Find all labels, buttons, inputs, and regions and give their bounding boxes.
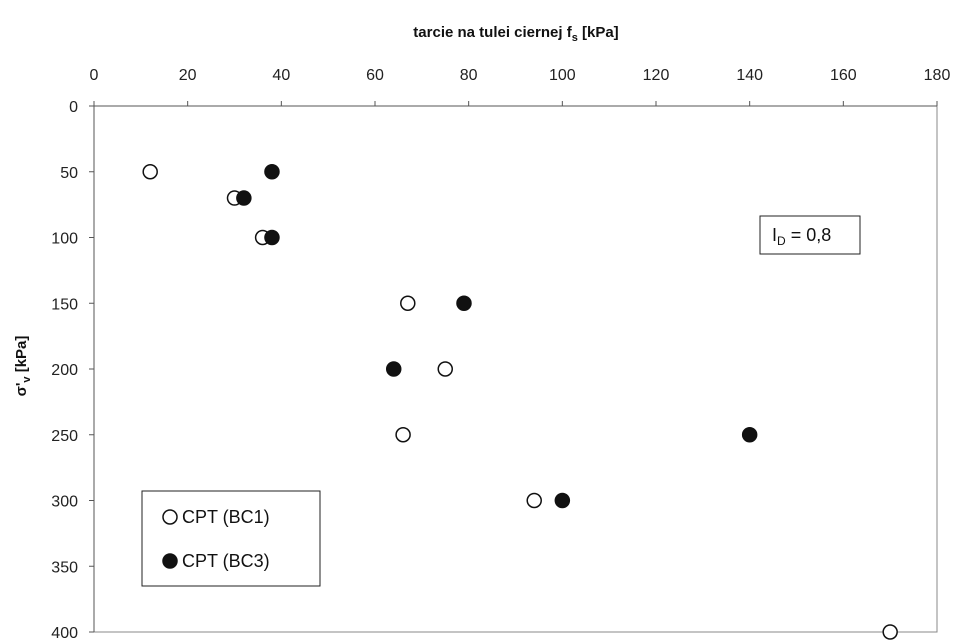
x-axis-title: tarcie na tulei ciernej fs [kPa] <box>413 24 618 44</box>
data-point-bc1 <box>882 624 898 640</box>
x-tick-label: 160 <box>830 67 857 84</box>
x-tick-label: 120 <box>643 67 670 84</box>
data-point-bc1 <box>400 295 416 311</box>
y-tick-label: 400 <box>51 625 78 641</box>
data-point-bc1 <box>395 427 411 443</box>
x-tick-label: 40 <box>272 67 290 84</box>
annotation-text: ID = 0,8 <box>772 225 831 248</box>
y-tick-label: 50 <box>60 165 78 182</box>
y-axis-title: σ'v [kPa] <box>13 336 33 397</box>
y-tick-label: 0 <box>69 99 78 116</box>
x-tick-label: 80 <box>460 67 478 84</box>
legend-label-bc3: CPT (BC3) <box>182 551 270 571</box>
x-tick-label: 0 <box>90 67 99 84</box>
data-point-bc3 <box>385 361 402 377</box>
data-point-bc3 <box>554 492 571 509</box>
y-ticks: 0 50 100 150 200 250 300 350 400 <box>51 99 94 641</box>
y-tick-label: 300 <box>51 494 78 511</box>
legend-box <box>141 490 321 587</box>
y-tick-label: 250 <box>51 428 78 445</box>
y-tick-label: 100 <box>51 231 78 248</box>
data-point-bc3 <box>264 229 280 246</box>
x-tick-label: 60 <box>366 67 384 84</box>
data-point-bc3 <box>264 164 280 180</box>
legend-marker-bc3 <box>162 553 178 569</box>
data-points <box>142 164 898 640</box>
x-tick-label: 140 <box>736 67 763 84</box>
legend-marker-bc1 <box>162 509 178 525</box>
data-point-bc3 <box>741 427 758 443</box>
data-point-bc1 <box>437 361 453 377</box>
legend: CPT (BC1) CPT (BC3) <box>141 490 321 587</box>
y-tick-label: 350 <box>51 559 78 576</box>
x-ticks: 0 20 40 60 80 100 120 140 160 180 <box>90 67 951 106</box>
data-point-bc3 <box>456 295 472 311</box>
x-tick-label: 100 <box>549 67 576 84</box>
x-tick-label: 20 <box>179 67 197 84</box>
annotation-id: ID = 0,8 <box>759 215 861 255</box>
x-tick-label: 180 <box>924 67 951 84</box>
y-tick-label: 200 <box>51 362 78 379</box>
data-point-bc3 <box>236 190 252 206</box>
legend-label-bc1: CPT (BC1) <box>182 507 270 527</box>
data-point-bc1 <box>142 164 158 180</box>
y-tick-label: 150 <box>51 296 78 313</box>
data-point-bc1 <box>526 492 542 509</box>
annotation-box <box>759 215 861 255</box>
